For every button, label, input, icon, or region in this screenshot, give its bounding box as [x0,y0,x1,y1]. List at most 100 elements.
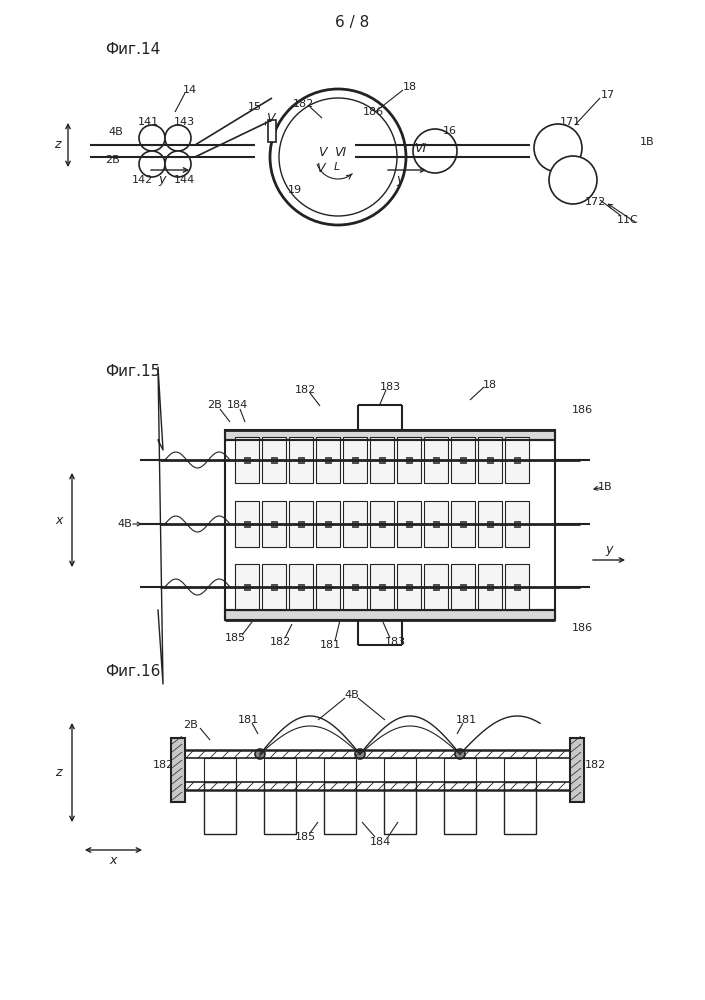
Circle shape [279,98,397,216]
Bar [406,521,412,527]
Text: 16: 16 [443,126,457,136]
Text: 143: 143 [173,117,195,127]
Bar [271,584,277,590]
Bar [204,782,236,834]
Bar [370,564,394,610]
Text: 183: 183 [379,382,400,392]
Bar [478,501,502,547]
Bar [505,437,529,483]
Circle shape [165,151,191,177]
Bar [225,610,555,620]
Text: y: y [159,174,166,186]
Bar [424,437,448,483]
Text: 4B: 4B [345,690,360,700]
Bar [460,584,466,590]
Bar [271,457,277,463]
Text: 185: 185 [224,633,245,643]
Bar [505,501,529,547]
Bar [204,758,236,782]
Bar [325,584,331,590]
Bar [316,564,340,610]
Bar [324,782,356,834]
Bar [352,457,358,463]
Text: Фиг.16: Фиг.16 [105,664,160,680]
Text: 17: 17 [601,90,615,100]
Text: 142: 142 [131,175,152,185]
Bar [298,521,304,527]
Bar [298,584,304,590]
Bar [289,564,313,610]
Text: 182: 182 [293,99,314,109]
Bar [235,564,259,610]
Bar [460,521,466,527]
Circle shape [139,125,165,151]
Bar [487,521,493,527]
Text: VI: VI [414,141,426,154]
Bar [424,564,448,610]
Text: 182: 182 [295,385,316,395]
Bar [264,782,296,834]
Bar [433,584,439,590]
Bar [244,457,250,463]
Text: 171: 171 [560,117,580,127]
Bar [379,584,385,590]
Text: z: z [55,766,61,778]
Bar [384,782,416,834]
Text: 19: 19 [288,185,302,195]
Bar [352,584,358,590]
Bar [235,437,259,483]
Bar [271,521,277,527]
Text: V: V [318,145,326,158]
Bar [406,584,412,590]
Text: 183: 183 [384,637,405,647]
Bar [289,437,313,483]
Bar [325,521,331,527]
Bar [298,457,304,463]
Bar [451,437,475,483]
Text: Фиг.14: Фиг.14 [105,42,160,57]
Text: Фиг.15: Фиг.15 [105,364,160,379]
Text: 144: 144 [173,175,195,185]
Text: 18: 18 [483,380,497,390]
Bar [352,521,358,527]
Bar [262,501,286,547]
Bar [444,782,476,834]
Text: 2B: 2B [183,720,198,730]
Text: 141: 141 [137,117,159,127]
Text: 172: 172 [584,197,606,207]
Bar [235,501,259,547]
Bar [244,584,250,590]
Bar [397,437,421,483]
Text: 186: 186 [572,623,593,633]
Bar [570,738,584,802]
Bar [262,437,286,483]
Bar [379,521,385,527]
Bar [343,501,367,547]
Bar [289,501,313,547]
Bar [397,501,421,547]
Text: 15: 15 [248,102,262,112]
Bar [244,521,250,527]
Text: 11C: 11C [617,215,639,225]
Text: y: y [606,544,613,556]
Bar [343,564,367,610]
Bar [478,564,502,610]
Text: 2B: 2B [105,155,120,165]
Bar [451,501,475,547]
Bar [264,758,296,782]
Text: L: L [334,162,340,172]
Circle shape [165,125,191,151]
Text: 182: 182 [585,760,606,770]
Text: 6 / 8: 6 / 8 [335,14,369,29]
Circle shape [255,749,265,759]
Text: 186: 186 [572,405,593,415]
Text: 182: 182 [153,760,174,770]
Circle shape [270,89,406,225]
Text: VI: VI [334,145,346,158]
Text: 4B: 4B [117,519,132,529]
Bar [514,457,520,463]
Text: 1B: 1B [598,482,613,492]
Text: 181: 181 [455,715,477,725]
Bar [487,584,493,590]
Text: V: V [316,161,324,174]
